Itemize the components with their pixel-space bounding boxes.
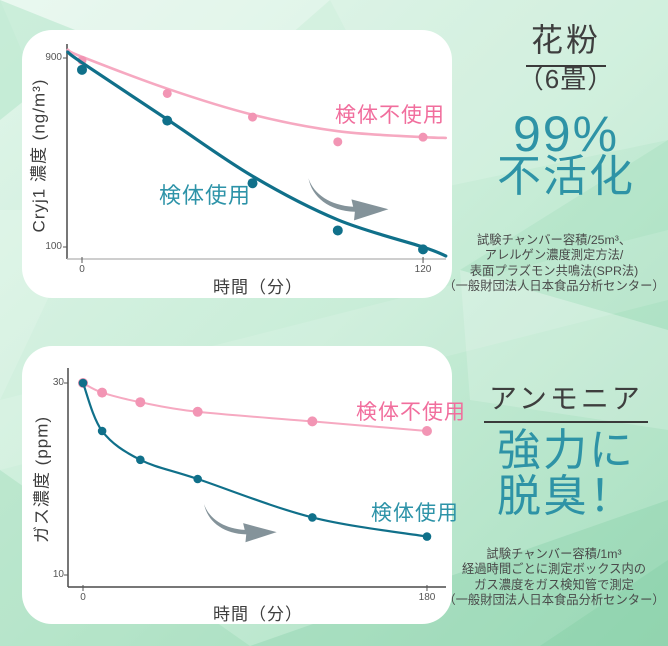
- ammonia-note-line: （一般財団法人日本食品分析センター）: [443, 593, 665, 608]
- chart1-data-point-no-sample: [418, 132, 428, 142]
- chart1-x-tick-120: 120: [414, 264, 432, 275]
- ammonia-title: アンモニア: [484, 377, 648, 423]
- chart2-y-tick-30: 30: [52, 377, 64, 388]
- chart1-x-tick-0: 0: [79, 264, 85, 275]
- chart1-data-point-sample: [418, 244, 429, 255]
- chart2-data-point-no-sample: [192, 406, 203, 417]
- bg-facet: [460, 270, 668, 430]
- ammonia-note-line: 試験チャンバー容積/1m³: [486, 547, 622, 561]
- chart2-data-point-sample: [193, 474, 202, 484]
- chart2-data-point-sample: [308, 513, 317, 522]
- chart2-data-point-no-sample: [307, 416, 318, 427]
- ammonia-test-notes: 試験チャンバー容積/1m³ 経過時間ごとに測定ボックス内の ガス濃度をガス検知管…: [440, 547, 668, 609]
- chart2-label-sample: 検体使用: [371, 502, 459, 525]
- chart2-y-axis-title: ガス濃度 (ppm): [32, 415, 52, 544]
- chart2-data-point-sample: [422, 532, 432, 541]
- ammonia-headline-strong: 強力に: [497, 426, 635, 475]
- chart1-data-point-sample: [162, 115, 173, 126]
- pollen-test-notes: 試験チャンバー容積/25m³、 アレルゲン濃度測定方法/ 表面プラズモン共鳴法(…: [440, 233, 668, 295]
- chart1-data-point-sample: [332, 225, 343, 236]
- chart2-x-tick-180: 180: [418, 592, 436, 603]
- pollen-note-line: 表面プラズモン共鳴法(SPR法): [469, 263, 639, 278]
- chart1-data-point-no-sample: [333, 137, 343, 147]
- chart1-y-tick-900: 900: [45, 52, 62, 63]
- chart1-series-line-sample: [66, 50, 448, 258]
- chart2-x-axis-title: 時間（分）: [213, 605, 303, 624]
- pollen-chart-card: [22, 30, 452, 298]
- chart1-y-axis-title: Cryj1 濃度 (ng/m³): [29, 78, 49, 233]
- chart1-label-sample: 検体使用: [159, 183, 252, 208]
- chart2-data-point-sample: [97, 426, 107, 436]
- ammonia-title-wrap: アンモニア: [464, 377, 668, 423]
- pollen-note-line: （一般財団法人日本食品分析センター）: [443, 279, 665, 294]
- chart2-data-point-sample: [78, 378, 88, 388]
- chart1-data-point-no-sample: [248, 112, 258, 122]
- chart1-data-point-no-sample: [162, 88, 172, 98]
- chart1-data-point-sample: [77, 64, 87, 75]
- pollen-note-line: アレルゲン濃度測定方法/: [484, 248, 624, 263]
- chart2-x-tick-0: 0: [80, 592, 86, 603]
- chart2-y-tick-10: 10: [52, 569, 64, 580]
- ammonia-headline-deodorize: 脱臭！: [497, 472, 635, 521]
- pollen-title-wrap: 花粉: [464, 15, 668, 67]
- ammonia-chart-card: [22, 346, 452, 624]
- chart1-data-point-sample: [247, 178, 258, 189]
- bg-facet: [540, 560, 668, 646]
- chart1-y-tick-100: 100: [45, 241, 62, 252]
- chart1-x-axis-title: 時間（分）: [213, 278, 303, 297]
- chart1-label-no-sample: 検体不使用: [335, 104, 445, 127]
- ammonia-note-line: 経過時間ごとに測定ボックス内の: [461, 562, 647, 577]
- chart2-data-point-sample: [136, 455, 145, 465]
- pollen-headline-inactivated: 不活化: [497, 152, 635, 201]
- pollen-subtitle: （6畳）: [517, 64, 615, 94]
- pollen-note-line: 試験チャンバー容積/25m³、: [476, 233, 632, 247]
- chart2-data-point-no-sample: [135, 397, 146, 408]
- ammonia-note-line: ガス濃度をガス検知管で測定: [474, 577, 634, 592]
- chart2-data-point-no-sample: [97, 387, 108, 398]
- chart2-data-point-no-sample: [421, 426, 432, 436]
- chart2-decline-arrow-icon: [204, 504, 277, 543]
- chart1-decline-arrow-icon: [308, 178, 389, 221]
- chart2-label-no-sample: 検体不使用: [356, 401, 466, 424]
- pollen-headline-percent: 99%: [512, 106, 620, 162]
- bg-facet: [460, 140, 668, 330]
- pollen-title: 花粉: [525, 15, 606, 67]
